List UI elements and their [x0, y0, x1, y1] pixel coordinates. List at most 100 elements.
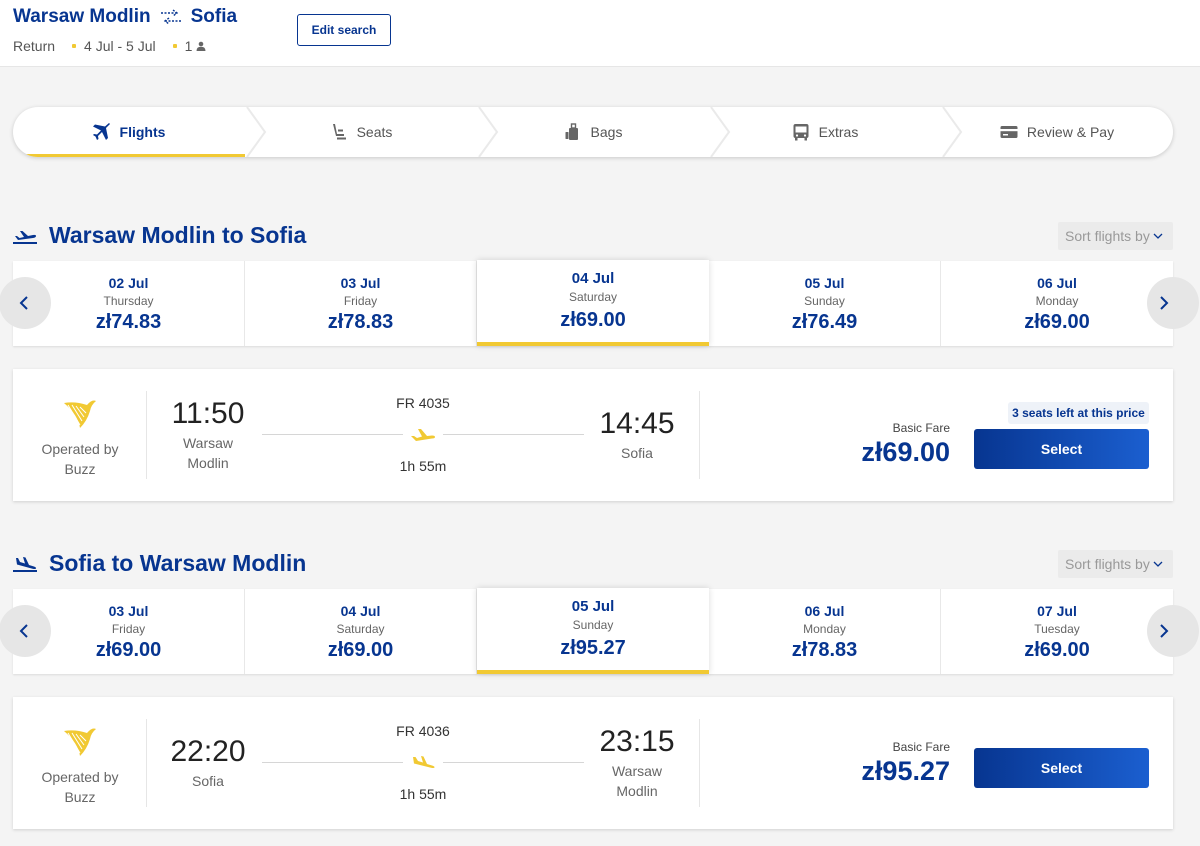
- fare-price: zł69.00: [861, 437, 950, 467]
- step-divider: [478, 107, 499, 157]
- step-label: Flights: [119, 124, 166, 140]
- arrival-time: 14:45: [599, 407, 675, 440]
- date-label: 02 Jul: [108, 275, 149, 291]
- arrival-city-line: Modlin: [616, 783, 658, 799]
- date-option[interactable]: 04 Jul Saturday zł69.00: [245, 589, 477, 674]
- chevron-right-icon: [1160, 624, 1169, 638]
- date-option[interactable]: 03 Jul Friday zł78.83: [245, 261, 477, 346]
- selected-date-indicator: [477, 670, 709, 674]
- date-option[interactable]: 03 Jul Friday zł69.00: [13, 589, 245, 674]
- date-option[interactable]: 07 Jul Tuesday zł69.00: [941, 589, 1173, 674]
- weekday-label: Saturday: [568, 290, 618, 304]
- trip-type: Return: [13, 38, 56, 54]
- chevron-down-icon: [1153, 233, 1163, 239]
- seats-left-badge: 3 seats left at this price: [1008, 402, 1149, 424]
- return-flights-icon: [160, 9, 181, 25]
- previous-dates-button[interactable]: [0, 277, 51, 329]
- section-title: Warsaw Modlin to Sofia: [49, 222, 307, 248]
- date-option[interactable]: 02 Jul Thursday zł74.83: [13, 261, 245, 346]
- destination-city: Sofia: [190, 6, 238, 27]
- step-divider: [942, 107, 963, 157]
- separator-dot: [172, 44, 177, 48]
- active-step-indicator: [13, 154, 245, 157]
- date-price: zł78.83: [791, 639, 858, 661]
- inbound-heading: Sofia to Warsaw Modlin: [13, 550, 306, 577]
- section-title: Sofia to Warsaw Modlin: [49, 550, 307, 576]
- operated-by-label: Operated by: [41, 441, 119, 457]
- previous-dates-button[interactable]: [0, 605, 51, 657]
- sort-label: Sort flights by: [1065, 556, 1150, 572]
- route-title: Warsaw Modlin Sofia: [13, 6, 237, 28]
- departure-city-line: Warsaw: [182, 435, 234, 451]
- date-label: 07 Jul: [1037, 603, 1077, 619]
- select-flight-button[interactable]: Select: [974, 748, 1149, 788]
- date-price: zł69.00: [560, 309, 626, 331]
- outbound-heading: Warsaw Modlin to Sofia: [13, 222, 306, 249]
- date-price: zł69.00: [1024, 311, 1090, 333]
- outbound-date-strip: 02 Jul Thursday zł74.83 03 Jul Friday zł…: [0, 260, 1199, 346]
- date-price: zł95.27: [560, 637, 626, 659]
- step-review-pay[interactable]: Review & Pay: [941, 107, 1173, 157]
- divider: [699, 391, 700, 479]
- date-option[interactable]: 06 Jul Monday zł78.83: [709, 589, 941, 674]
- sort-flights-dropdown[interactable]: Sort flights by: [1058, 222, 1173, 250]
- inbound-flight-card[interactable]: Operated by Buzz 22:20 Sofia FR 4036 1h …: [13, 697, 1173, 829]
- operated-by-label: Operated by: [41, 769, 119, 785]
- weekday-label: Thursday: [103, 294, 154, 308]
- date-label: 04 Jul: [571, 270, 615, 287]
- arrival-city: Warsaw Modlin: [577, 761, 697, 801]
- step-label: Extras: [818, 124, 859, 140]
- sort-flights-dropdown[interactable]: Sort flights by: [1058, 550, 1173, 578]
- step-extras[interactable]: Extras: [709, 107, 941, 157]
- bag-icon: [565, 123, 578, 140]
- arrival-plane-icon: [13, 556, 37, 572]
- departure-plane-icon: [13, 230, 37, 244]
- departure-time: 22:20: [170, 735, 246, 768]
- next-dates-button[interactable]: [1147, 605, 1199, 657]
- date-option[interactable]: 06 Jul Monday zł69.00: [941, 261, 1173, 346]
- route-line: [443, 762, 584, 763]
- step-label: Bags: [590, 124, 623, 140]
- step-bags[interactable]: Bags: [477, 107, 709, 157]
- departure-time: 11:50: [171, 397, 245, 430]
- weekday-label: Sunday: [804, 294, 845, 308]
- seat-icon: [332, 124, 346, 140]
- select-flight-button[interactable]: Select: [974, 429, 1149, 469]
- card-icon: [1000, 126, 1018, 138]
- divider: [699, 719, 700, 807]
- weekday-label: Monday: [803, 622, 846, 636]
- date-label: 05 Jul: [571, 598, 615, 615]
- inbound-date-strip: 03 Jul Friday zł69.00 04 Jul Saturday zł…: [0, 588, 1199, 674]
- weekday-label: Friday: [343, 294, 378, 308]
- step-divider: [710, 107, 731, 157]
- operated-by: Operated by Buzz: [33, 439, 127, 479]
- fare-price: zł95.27: [861, 756, 950, 786]
- step-flights[interactable]: Flights: [13, 107, 245, 157]
- date-label: 06 Jul: [1037, 275, 1077, 291]
- edit-search-button[interactable]: Edit search: [297, 14, 391, 46]
- divider: [146, 719, 147, 807]
- step-seats[interactable]: Seats: [245, 107, 477, 157]
- weekday-label: Monday: [1035, 294, 1079, 308]
- step-divider: [246, 107, 267, 157]
- outbound-flight-card[interactable]: Operated by Buzz 11:50 Warsaw Modlin FR …: [13, 369, 1173, 501]
- route-line: [262, 762, 403, 763]
- date-option-selected[interactable]: 04 Jul Saturday zł69.00: [477, 260, 709, 346]
- date-option[interactable]: 05 Jul Sunday zł76.49: [709, 261, 941, 346]
- date-label: 06 Jul: [804, 603, 845, 619]
- arrival-city: Sofia: [621, 445, 653, 461]
- trip-dates: 4 Jul - 5 Jul: [84, 38, 156, 54]
- flight-duration: 1h 55m: [399, 786, 447, 802]
- step-label: Review & Pay: [1026, 124, 1115, 140]
- departure-city: Warsaw Modlin: [148, 433, 268, 473]
- arrival-city-line: Warsaw: [611, 763, 663, 779]
- next-dates-button[interactable]: [1147, 277, 1199, 329]
- fare-label: Basic Fare: [892, 421, 950, 435]
- date-option-selected[interactable]: 05 Jul Sunday zł95.27: [477, 588, 709, 674]
- plane-icon: [411, 429, 435, 441]
- arrival-time: 23:15: [599, 725, 675, 758]
- origin-city: Warsaw Modlin: [13, 6, 151, 27]
- date-price: zł78.83: [327, 311, 394, 333]
- weekday-label: Friday: [111, 622, 146, 636]
- chevron-left-icon: [19, 624, 28, 638]
